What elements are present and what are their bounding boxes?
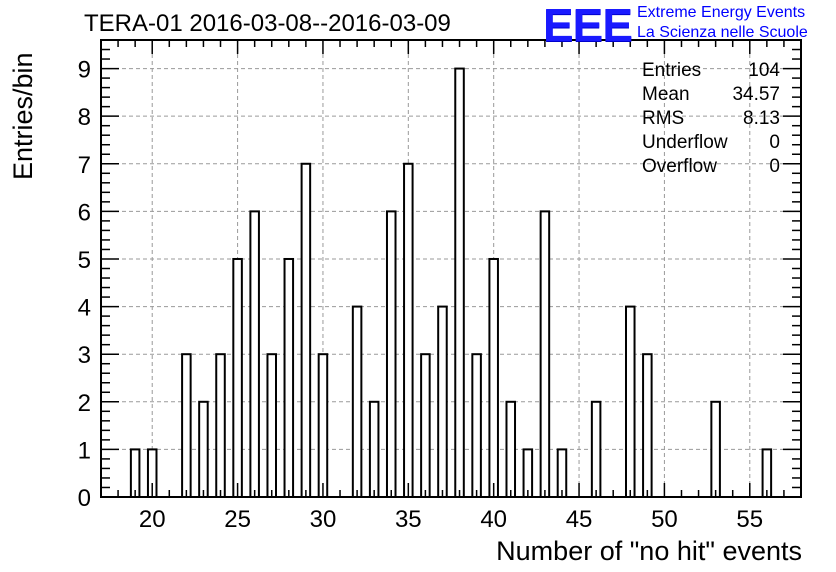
x-tick-label: 45 — [566, 506, 593, 533]
histogram-bar — [215, 353, 226, 498]
stat-value: 0 — [769, 132, 780, 153]
histogram-bar — [642, 353, 653, 498]
y-tick-label: 9 — [78, 57, 91, 84]
stat-label: Mean — [642, 84, 690, 105]
histogram-bar — [317, 353, 329, 498]
stat-value: 8.13 — [743, 108, 780, 129]
x-tick-label: 50 — [651, 506, 678, 533]
x-tick-label: 20 — [139, 506, 166, 533]
logo-tagline-1: Extreme Energy Events — [637, 4, 806, 21]
histogram-bar — [198, 400, 209, 498]
histogram-bars — [129, 67, 773, 499]
x-tick-label: 25 — [224, 506, 251, 533]
histogram-bar — [437, 305, 448, 499]
stat-row-overflow: Overflow 0 — [642, 156, 780, 180]
histogram-bar — [471, 353, 482, 498]
plot-frame — [100, 39, 802, 498]
histogram-bar — [385, 210, 397, 498]
y-tick-label: 1 — [78, 437, 91, 464]
stat-row-underflow: Underflow 0 — [642, 132, 780, 156]
stat-row-rms: RMS 8.13 — [642, 108, 780, 132]
y-axis-label: Entries/bin — [8, 52, 38, 180]
histogram-bar — [300, 162, 312, 498]
logo-tagline-2: La Scienza nelle Scuole — [637, 24, 808, 41]
y-tick-label: 7 — [78, 152, 91, 179]
histogram-bar — [249, 210, 260, 498]
histogram-bar — [454, 67, 465, 498]
histogram-bar — [283, 257, 295, 498]
histogram-bar — [266, 353, 277, 498]
histogram-bar — [710, 400, 721, 498]
histogram-bar — [129, 448, 141, 499]
stat-value: 34.57 — [732, 84, 780, 105]
histogram-bar — [522, 448, 534, 499]
y-tick-label: 5 — [78, 247, 91, 274]
stats-box: Entries 104 Mean 34.57 RMS 8.13 Underflo… — [642, 60, 780, 180]
x-tick-label: 55 — [736, 506, 763, 533]
y-tick-label: 8 — [78, 104, 91, 131]
histogram-bar — [368, 400, 380, 498]
histogram-bar — [761, 448, 773, 499]
stat-row-entries: Entries 104 — [642, 60, 780, 84]
stat-label: RMS — [642, 108, 685, 129]
y-tick-label: 0 — [78, 485, 91, 512]
x-tick-label: 40 — [480, 506, 507, 533]
histogram-bar — [590, 400, 602, 498]
x-tick-label: 35 — [395, 506, 422, 533]
x-axis-label: Number of "no hit" events — [496, 536, 802, 566]
stat-label: Overflow — [642, 156, 717, 177]
stat-label: Underflow — [642, 132, 728, 153]
eee-logo: EEE — [543, 0, 633, 51]
histogram-bar — [351, 305, 363, 499]
stat-value: 0 — [769, 156, 780, 177]
stat-value: 104 — [748, 60, 780, 81]
y-tick-label: 3 — [78, 342, 91, 369]
histogram-bar — [181, 353, 192, 498]
chart-title: TERA-01 2016-03-08--2016-03-09 — [84, 10, 451, 37]
y-tick-label: 6 — [78, 199, 91, 226]
y-tick-label: 4 — [78, 295, 91, 322]
histogram-bar — [488, 257, 499, 498]
y-tick-label: 2 — [78, 390, 91, 417]
x-tick-label: 30 — [310, 506, 337, 533]
histogram-bar — [625, 305, 636, 499]
histogram-bar — [505, 400, 517, 498]
histogram-bar — [420, 353, 431, 498]
stat-label: Entries — [642, 60, 702, 81]
histogram-bar — [556, 448, 568, 499]
histogram-bar — [232, 257, 243, 498]
histogram-bar — [403, 162, 414, 498]
stat-row-mean: Mean 34.57 — [642, 84, 780, 108]
histogram-bar — [539, 210, 551, 498]
